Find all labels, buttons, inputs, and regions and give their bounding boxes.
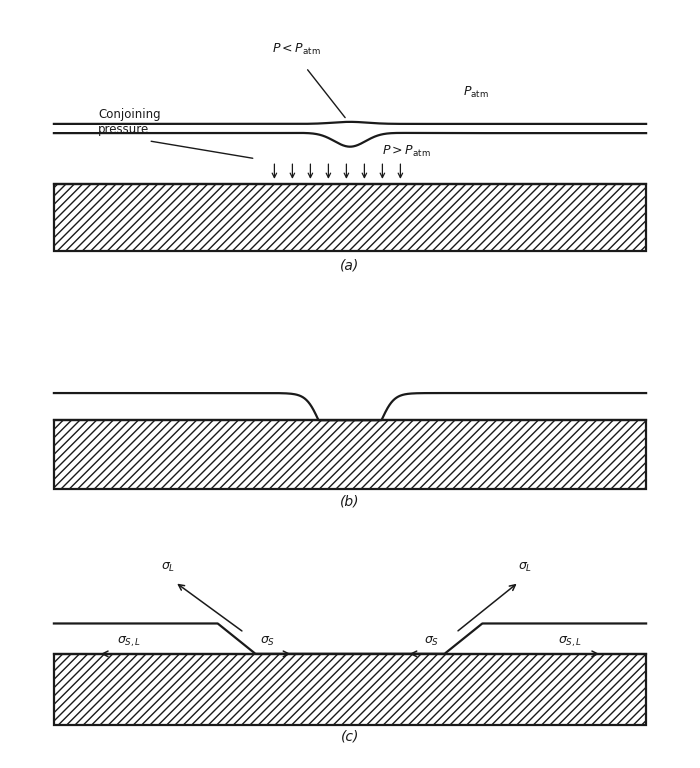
Text: (c): (c) xyxy=(341,730,359,743)
Text: $\sigma_S$: $\sigma_S$ xyxy=(424,634,440,648)
Text: (b): (b) xyxy=(340,495,360,508)
Text: $P < P_{\rm atm}$: $P < P_{\rm atm}$ xyxy=(272,42,321,58)
Text: Conjoining
pressure: Conjoining pressure xyxy=(98,108,160,136)
Text: $\sigma_S$: $\sigma_S$ xyxy=(260,634,276,648)
Text: $P > P_{\rm atm}$: $P > P_{\rm atm}$ xyxy=(382,144,430,159)
Text: $\sigma_L$: $\sigma_L$ xyxy=(162,561,176,574)
Text: $\sigma_L$: $\sigma_L$ xyxy=(518,561,532,574)
Text: $\sigma_{S,L}$: $\sigma_{S,L}$ xyxy=(559,634,582,649)
Bar xyxy=(54,654,646,725)
Text: (a): (a) xyxy=(340,259,360,273)
Bar xyxy=(54,184,646,251)
Bar xyxy=(54,420,646,489)
Text: $P_{\rm atm}$: $P_{\rm atm}$ xyxy=(463,84,489,100)
Text: $\sigma_{S,L}$: $\sigma_{S,L}$ xyxy=(118,634,141,649)
